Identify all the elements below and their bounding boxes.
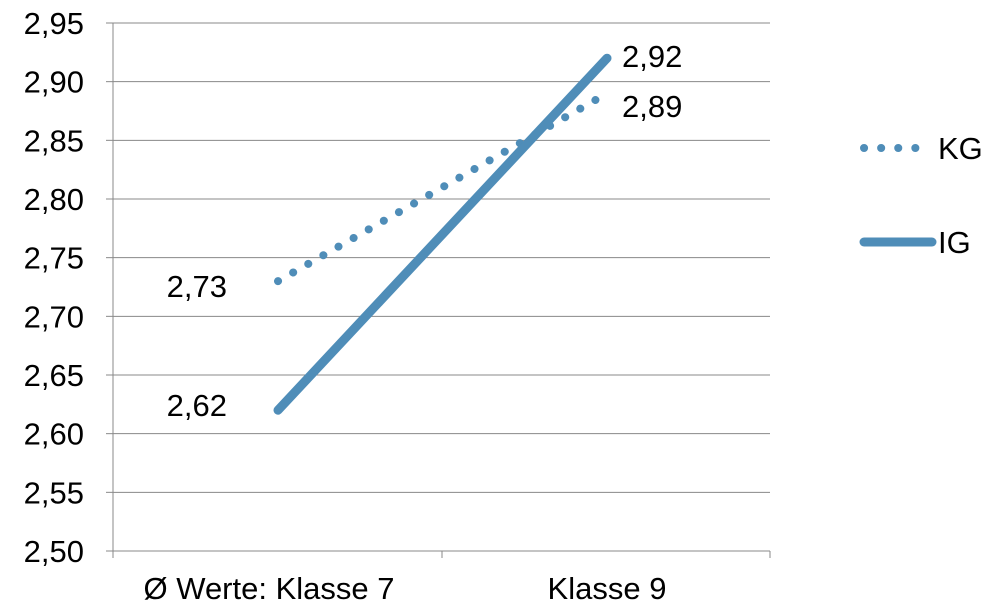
x-tick-label: Klasse 9 xyxy=(548,571,667,606)
y-tick-label: 2,70 xyxy=(24,299,84,334)
y-tick-label: 2,80 xyxy=(24,182,84,217)
axes: 2,50 2,55 2,60 2,65 2,70 2,75 2,80 2,85 2,90 2,95… xyxy=(24,6,771,606)
y-tick-label: 2,65 xyxy=(24,358,84,393)
x-tick-label: Ø Werte: Klasse 7 xyxy=(144,571,395,606)
gridlines xyxy=(113,22,770,493)
legend-label-kg: KG xyxy=(938,131,983,166)
y-tick-label: 2,95 xyxy=(24,6,84,41)
y-tick-label: 2,60 xyxy=(24,417,84,452)
series-line-kg xyxy=(274,89,611,286)
data-label-kg: 2,73 xyxy=(167,269,227,304)
series-line-ig xyxy=(273,53,612,415)
y-tick-label: 2,85 xyxy=(24,123,84,158)
y-tick-label: 2,75 xyxy=(24,241,84,276)
data-label-ig: 2,62 xyxy=(167,388,227,423)
series-lines xyxy=(273,53,612,415)
y-tick-label: 2,90 xyxy=(24,65,84,100)
legend-label-ig: IG xyxy=(938,225,971,260)
data-labels: 2,73 2,89 2,62 2,92 xyxy=(167,39,683,423)
y-tick-label: 2,55 xyxy=(24,475,84,510)
y-tick-label: 2,50 xyxy=(24,534,84,569)
data-label-kg: 2,89 xyxy=(622,89,682,124)
data-label-ig: 2,92 xyxy=(622,39,682,74)
legend: KG IG xyxy=(859,131,983,260)
